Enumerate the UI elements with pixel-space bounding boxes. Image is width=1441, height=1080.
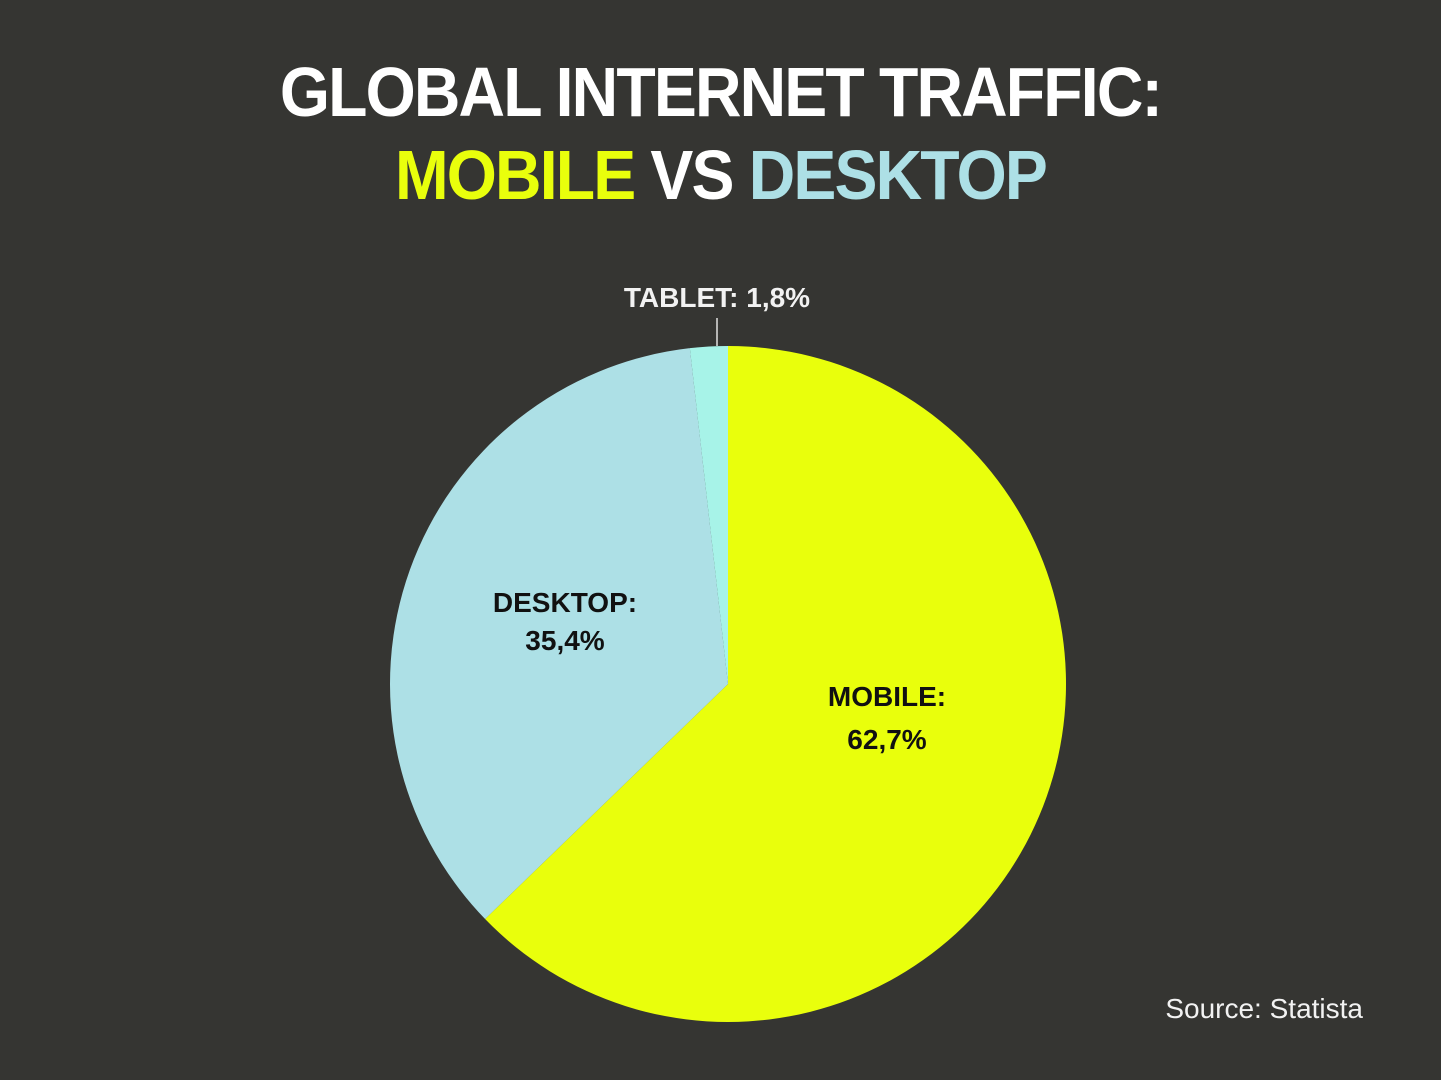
title-mobile: MOBILE — [394, 136, 636, 214]
desktop-label-value: 35,4% — [525, 625, 604, 656]
tablet-label: TABLET: 1,8% — [624, 282, 810, 313]
pie-slice-tablet — [689, 346, 728, 684]
mobile-label-name: MOBILE: — [828, 681, 946, 712]
pie-slice-desktop — [390, 348, 728, 920]
chart-title-line2: MOBILE VS DESKTOP — [58, 135, 1384, 215]
title-desktop: DESKTOP — [748, 136, 1048, 214]
mobile-label-value: 62,7% — [847, 724, 926, 755]
pie-slice-mobile — [485, 346, 1067, 1022]
chart-title-line1: GLOBAL INTERNET TRAFFIC: — [279, 53, 1163, 131]
pie-slices — [390, 346, 1067, 1022]
desktop-label-name: DESKTOP: — [493, 587, 637, 618]
source-note: Source: Statista — [1165, 993, 1363, 1024]
title-vs: VS — [650, 136, 734, 214]
